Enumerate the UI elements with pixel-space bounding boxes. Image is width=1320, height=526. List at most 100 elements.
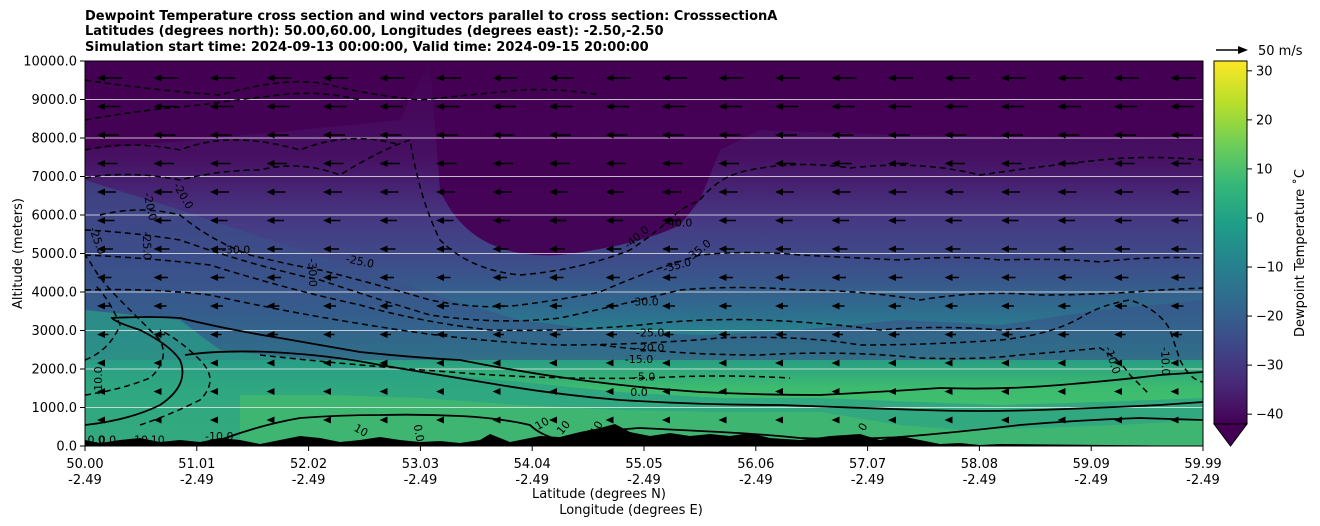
wind-vector (323, 388, 331, 395)
wind-vector (1170, 217, 1188, 224)
wind-vector (492, 217, 510, 224)
wind-vector (210, 274, 225, 281)
chart-title-line-2: Latitudes (degrees north): 50.00,60.00, … (85, 24, 664, 39)
wind-vector (436, 359, 444, 367)
wind-vector (1057, 245, 1074, 253)
wind-vector (775, 131, 797, 139)
wind-vector (323, 217, 341, 224)
wind-vector (210, 388, 218, 395)
contour-label: -20.0 (636, 342, 664, 355)
wind-vector (97, 217, 115, 224)
colorbar-tick-label: −30 (1256, 359, 1283, 374)
x-tick-label-lat: 50.00 (66, 457, 103, 472)
contour-label: -30.0 (305, 258, 319, 287)
wind-vector (549, 74, 574, 82)
quiver-key-arrowhead (1238, 46, 1248, 54)
wind-vector (1001, 302, 1014, 310)
wind-vector (831, 74, 857, 82)
contour-label: 10 (533, 415, 552, 433)
wind-vector (888, 74, 913, 82)
wind-vector (775, 274, 790, 281)
wind-vector (605, 131, 628, 139)
wind-vector (97, 331, 109, 338)
wind-vector (888, 188, 907, 196)
wind-vector (549, 274, 564, 281)
wind-vector (1170, 274, 1185, 281)
wind-vector (605, 331, 617, 338)
wind-vector (1057, 416, 1066, 424)
wind-vector (718, 188, 738, 196)
wind-vector (662, 331, 674, 338)
wind-vector (662, 274, 677, 281)
wind-vector (379, 359, 388, 367)
wind-vector (153, 160, 174, 167)
wind-vector (718, 388, 727, 395)
x-axis-label-latitude: Latitude (degrees N) (532, 487, 666, 502)
wind-vector (1001, 160, 1022, 167)
wind-vector (1001, 217, 1019, 224)
contour-label: -15.0 (625, 353, 653, 366)
wind-vector (1001, 359, 1009, 367)
wind-vector (323, 245, 339, 253)
x-tick-label-lon: -2.49 (180, 473, 214, 488)
quiver-key: 50 m/s (1216, 44, 1303, 59)
wind-vector (210, 331, 222, 338)
wind-vector (605, 188, 625, 196)
wind-vector (210, 217, 228, 224)
wind-vector (1114, 217, 1132, 224)
wind-vector (1057, 388, 1066, 395)
wind-vector (153, 331, 165, 338)
wind-vector (97, 188, 116, 196)
contour-label: -10.0 (1158, 347, 1172, 376)
wind-vector (436, 388, 444, 395)
wind-vector (97, 131, 119, 139)
wind-vector (1057, 359, 1066, 367)
wind-vector (97, 103, 121, 110)
wind-vector (944, 245, 961, 253)
y-tick-label: 6000.0 (32, 209, 78, 224)
wind-vector (1114, 359, 1122, 367)
y-tick-label: 1000.0 (32, 401, 78, 416)
wind-vector (1001, 274, 1016, 281)
wind-vector (492, 416, 501, 424)
wind-vector (323, 160, 344, 167)
wind-vector (605, 160, 626, 167)
wind-vector (944, 217, 962, 224)
wind-vector (379, 245, 396, 253)
wind-vector (266, 103, 290, 110)
wind-vector (1170, 388, 1179, 395)
altitude-gridlines (85, 99, 1203, 408)
wind-vector (605, 245, 622, 253)
wind-vector (888, 131, 910, 139)
wind-vector (379, 388, 388, 395)
wind-vector (888, 160, 909, 167)
contour-label: -30.0 (222, 244, 250, 257)
wind-vector (662, 388, 670, 395)
x-axis: 50.00-2.4951.01-2.4952.02-2.4953.03-2.49… (66, 446, 1222, 488)
wind-vector (605, 274, 620, 281)
wind-vector (323, 359, 331, 367)
wind-vector (1114, 388, 1122, 395)
wind-vector (1001, 245, 1017, 253)
wind-vector (1001, 416, 1009, 424)
wind-vector (1057, 74, 1083, 82)
wind-vector (492, 103, 516, 110)
contour-label: 0.0 (411, 423, 427, 442)
wind-vector (1114, 103, 1138, 110)
wind-vector (718, 359, 727, 367)
wind-vector (153, 188, 173, 196)
wind-vector (549, 388, 557, 395)
x-tick-label-lat: 54.04 (514, 457, 551, 472)
wind-vector (831, 103, 855, 110)
wind-vector (888, 217, 906, 224)
mid-moist-region (85, 180, 1203, 360)
contour-label: -10.0 (205, 430, 233, 443)
colorbar-tick-label: −10 (1256, 261, 1283, 276)
wind-vector (1170, 188, 1190, 196)
wind-vector (944, 188, 964, 196)
y-axis: 0.0 1000.0 2000.0 3000.0 4000.0 5000.0 6000.0 7… (23, 55, 85, 455)
chart-title-line-3: Simulation start time: 2024-09-13 00:00:… (85, 40, 649, 55)
wind-vector (153, 359, 162, 367)
wind-vector (436, 131, 458, 139)
